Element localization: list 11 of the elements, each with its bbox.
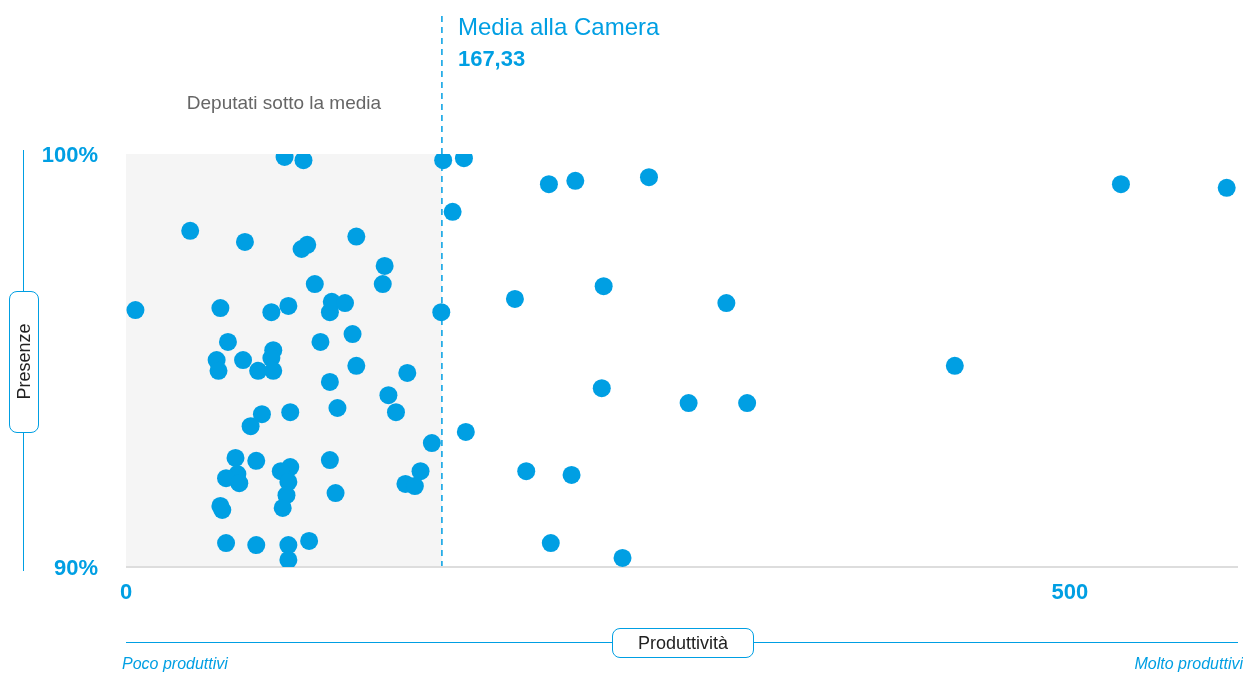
y-tick-label: 90% <box>53 554 98 580</box>
x-axis-title: Produttività <box>612 628 754 658</box>
text: Molto produttivi <box>1134 655 1243 673</box>
y-axis-title: Presenze <box>13 323 35 400</box>
band-label: Deputati sotto la media <box>186 92 382 113</box>
x-tick-label: 0 <box>118 579 134 605</box>
text: 167,33 <box>457 46 526 71</box>
x-tick-label: 500 <box>1050 579 1090 605</box>
ref-line-label: Media alla Camera <box>457 13 660 40</box>
y-tick-label: 100% <box>41 141 98 167</box>
text: Poco produttivi <box>122 655 228 673</box>
